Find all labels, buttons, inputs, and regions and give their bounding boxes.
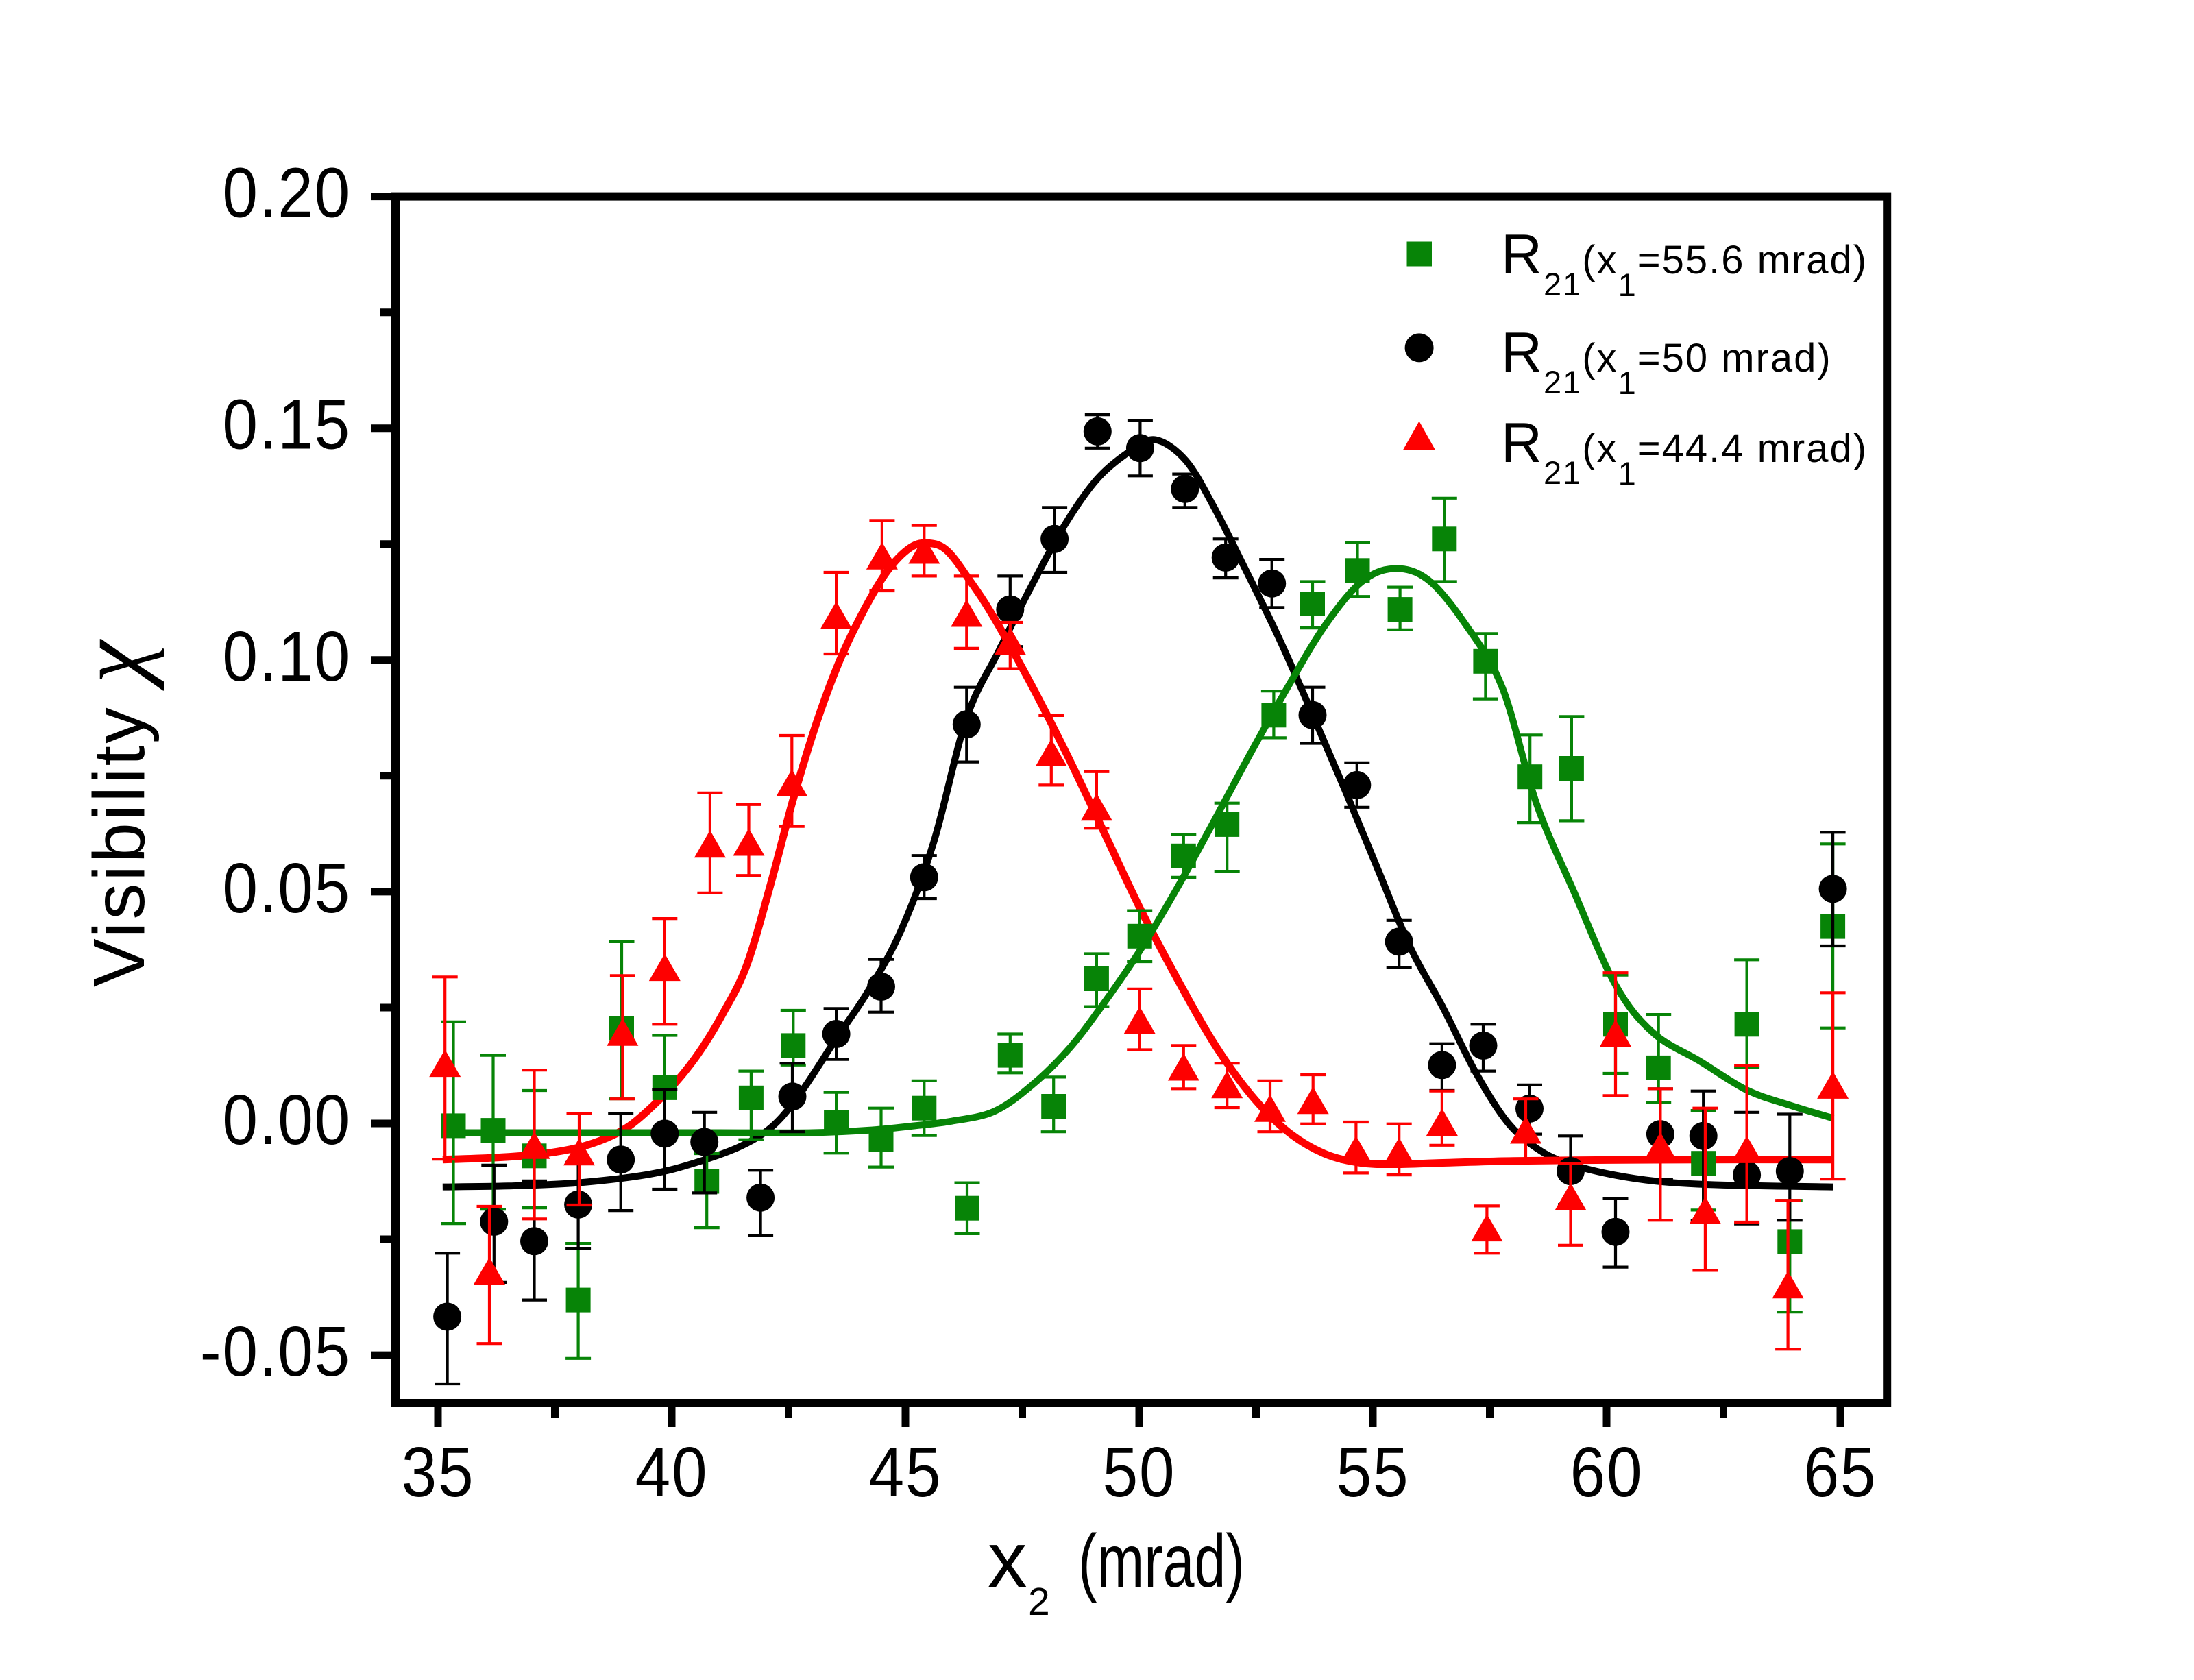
svg-text:55: 55	[1337, 1432, 1410, 1511]
svg-text:(mrad): (mrad)	[1078, 1518, 1245, 1603]
svg-text:-0.05: -0.05	[200, 1312, 351, 1391]
svg-text:45: 45	[869, 1432, 942, 1511]
svg-text:2: 2	[1028, 1580, 1050, 1624]
svg-text:65: 65	[1804, 1432, 1877, 1511]
svg-text:x: x	[988, 1516, 1027, 1604]
svg-text:0.05: 0.05	[222, 848, 351, 927]
svg-text:0.00: 0.00	[222, 1080, 351, 1159]
svg-text:0.20: 0.20	[222, 153, 351, 232]
svg-text:0.10: 0.10	[222, 616, 351, 696]
svg-text:50: 50	[1103, 1432, 1176, 1511]
svg-text:0.15: 0.15	[222, 385, 351, 464]
svg-text:60: 60	[1570, 1432, 1644, 1511]
svg-text:40: 40	[635, 1432, 709, 1511]
svg-text:35: 35	[402, 1432, 475, 1511]
